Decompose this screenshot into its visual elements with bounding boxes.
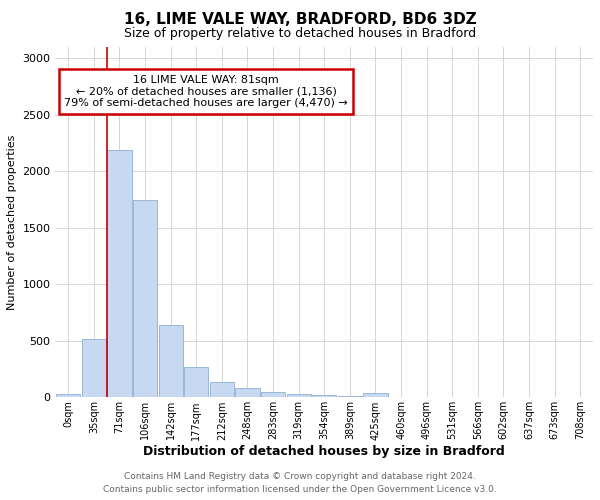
- Bar: [440, 397, 464, 398]
- Bar: [56, 394, 80, 398]
- Bar: [158, 325, 183, 398]
- Bar: [82, 338, 106, 398]
- Bar: [312, 395, 337, 398]
- Bar: [491, 397, 515, 398]
- Bar: [364, 394, 388, 398]
- Bar: [517, 397, 541, 398]
- Bar: [107, 150, 131, 398]
- Bar: [542, 397, 567, 398]
- Bar: [261, 392, 285, 398]
- X-axis label: Distribution of detached houses by size in Bradford: Distribution of detached houses by size …: [143, 445, 505, 458]
- Bar: [133, 200, 157, 398]
- Bar: [235, 388, 260, 398]
- Bar: [466, 397, 490, 398]
- Bar: [210, 382, 234, 398]
- Bar: [415, 397, 439, 398]
- Text: 16 LIME VALE WAY: 81sqm
← 20% of detached houses are smaller (1,136)
79% of semi: 16 LIME VALE WAY: 81sqm ← 20% of detache…: [64, 75, 348, 108]
- Text: 16, LIME VALE WAY, BRADFORD, BD6 3DZ: 16, LIME VALE WAY, BRADFORD, BD6 3DZ: [124, 12, 476, 28]
- Bar: [287, 394, 311, 398]
- Bar: [568, 397, 592, 398]
- Y-axis label: Number of detached properties: Number of detached properties: [7, 134, 17, 310]
- Text: Size of property relative to detached houses in Bradford: Size of property relative to detached ho…: [124, 28, 476, 40]
- Bar: [338, 396, 362, 398]
- Text: Contains public sector information licensed under the Open Government Licence v3: Contains public sector information licen…: [103, 485, 497, 494]
- Bar: [389, 397, 413, 398]
- Bar: [184, 367, 208, 398]
- Text: Contains HM Land Registry data © Crown copyright and database right 2024.: Contains HM Land Registry data © Crown c…: [124, 472, 476, 481]
